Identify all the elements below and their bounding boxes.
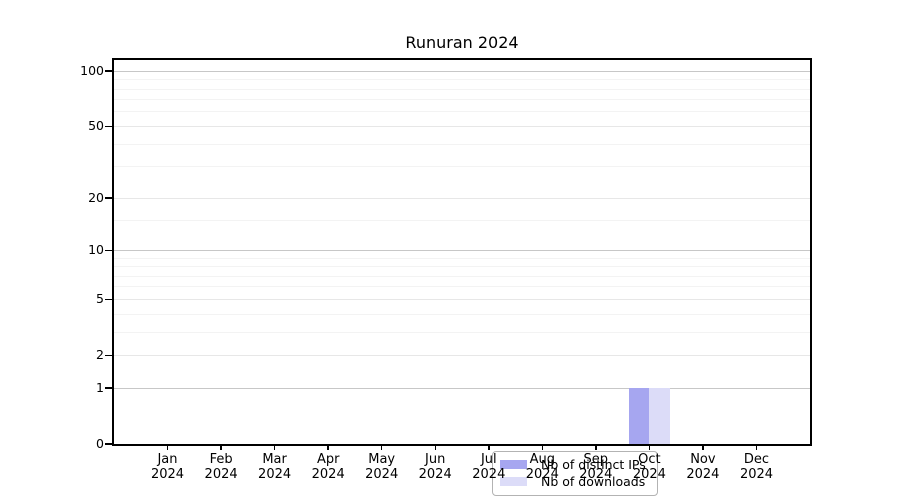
gridline-8 — [114, 266, 810, 267]
x-tick-mark-6 — [488, 444, 490, 450]
x-tick-mark-4 — [380, 444, 383, 450]
gridline-40 — [114, 143, 810, 145]
gridline-3 — [114, 331, 810, 333]
x-tick-label-line: Jan — [157, 452, 178, 467]
gridline-15 — [114, 219, 810, 221]
gridline-6 — [114, 286, 810, 288]
legend: Nb of distinct IPs Nb of downloads — [492, 451, 658, 496]
x-tick-label-line: 2024 — [311, 467, 345, 482]
x-tick-mark-3 — [327, 444, 329, 450]
x-tick-label-line: 2024 — [365, 467, 399, 482]
x-tick-mark-9 — [648, 444, 651, 450]
legend-swatch-0 — [500, 460, 527, 469]
x-tick-label-line: May — [368, 452, 396, 467]
legend-row-1: Nb of downloads — [500, 473, 649, 490]
x-tick-label-line: 2024 — [472, 467, 506, 482]
y-tick-mark-1 — [105, 387, 112, 389]
y-tick-mark-50 — [105, 125, 112, 128]
x-tick-label-line: 2024 — [632, 467, 666, 482]
gridline-60 — [114, 111, 810, 113]
gridline-20 — [114, 197, 810, 199]
chart-title: Runuran 2024 — [405, 33, 519, 52]
x-tick-mark-1 — [220, 444, 222, 450]
x-tick-label-line: Oct — [638, 452, 661, 467]
gridline-5 — [114, 298, 810, 300]
x-tick-label-line: 2024 — [418, 467, 452, 482]
x-tick-label-2: Mar 2024 — [243, 452, 307, 482]
y-tick-mark-20 — [105, 197, 112, 199]
x-tick-label-6: Jul 2024 — [457, 452, 521, 482]
x-tick-label-line: Sep — [583, 452, 609, 467]
legend-label-1: Nb of downloads — [541, 473, 646, 489]
x-tick-label-4: May 2024 — [350, 452, 414, 482]
x-tick-label-8: Sep 2024 — [564, 452, 628, 482]
y-tick-mark-2 — [105, 354, 112, 356]
x-tick-mark-0 — [166, 444, 169, 450]
x-tick-label-line: Aug — [529, 452, 555, 467]
x-tick-label-line: Jun — [425, 452, 446, 467]
y-tick-label-10: 10 — [88, 242, 104, 258]
x-tick-label-7: Aug 2024 — [510, 452, 574, 482]
x-tick-label-line: 2024 — [150, 467, 185, 482]
gridline-50 — [114, 125, 810, 127]
bar-distinct-ips-9 — [628, 388, 650, 444]
x-tick-label-line: Feb — [209, 452, 233, 467]
x-tick-label-line: 2024 — [686, 467, 720, 482]
x-tick-mark-2 — [273, 444, 276, 450]
x-tick-label-line: 2024 — [204, 467, 238, 482]
x-tick-label-line: Dec — [743, 452, 770, 467]
bar-downloads-9 — [649, 388, 670, 444]
x-tick-mark-5 — [434, 444, 436, 450]
x-tick-label-line: 2024 — [579, 467, 613, 482]
x-tick-label-11: Dec 2024 — [725, 452, 789, 482]
x-tick-label-10: Nov 2024 — [671, 452, 735, 482]
x-tick-mark-7 — [541, 444, 544, 450]
gridline-1 — [114, 387, 810, 389]
x-tick-label-line: 2024 — [739, 467, 774, 482]
y-tick-label-50: 50 — [88, 118, 104, 134]
x-tick-mark-8 — [595, 444, 597, 450]
y-tick-mark-5 — [105, 298, 112, 300]
x-tick-label-line: Mar — [262, 452, 287, 467]
y-tick-mark-0 — [105, 443, 112, 445]
y-tick-label-100: 100 — [80, 63, 104, 79]
x-tick-label-9: Oct 2024 — [617, 452, 681, 482]
y-tick-label-2: 2 — [96, 347, 104, 363]
x-tick-label-line: Jul — [480, 452, 497, 467]
x-tick-label-1: Feb 2024 — [189, 452, 253, 482]
y-tick-label-1: 1 — [96, 380, 104, 395]
x-tick-label-line: Apr — [316, 452, 340, 467]
legend-row-0: Nb of distinct IPs — [500, 456, 649, 473]
gridline-4 — [114, 313, 810, 315]
y-tick-label-20: 20 — [88, 190, 104, 206]
y-tick-mark-10 — [105, 249, 112, 251]
x-tick-mark-10 — [702, 444, 704, 450]
gridline-30 — [114, 166, 810, 168]
gridline-80 — [114, 88, 810, 90]
x-tick-label-line: 2024 — [525, 467, 559, 482]
legend-label-0: Nb of distinct IPs — [541, 456, 646, 472]
y-tick-label-5: 5 — [96, 291, 104, 307]
gridline-100 — [114, 70, 810, 72]
plot-area: Nb of distinct IPs Nb of downloads — [112, 58, 812, 496]
gridline-7 — [114, 275, 810, 277]
y-tick-label-0: 0 — [96, 436, 104, 451]
x-tick-label-0: Jan 2024 — [136, 452, 200, 482]
y-tick-mark-100 — [105, 70, 112, 72]
gridline-70 — [114, 99, 810, 101]
x-tick-label-line: 2024 — [258, 467, 292, 482]
x-tick-label-line: Nov — [690, 452, 716, 467]
x-tick-mark-11 — [755, 444, 758, 450]
gridline-90 — [114, 79, 810, 81]
legend-swatch-1 — [500, 477, 527, 486]
x-tick-label-5: Jun 2024 — [403, 452, 467, 482]
x-tick-label-3: Apr 2024 — [296, 452, 360, 482]
gridline-2 — [114, 354, 810, 356]
gridline-9 — [114, 257, 810, 259]
gridline-10 — [114, 249, 810, 251]
